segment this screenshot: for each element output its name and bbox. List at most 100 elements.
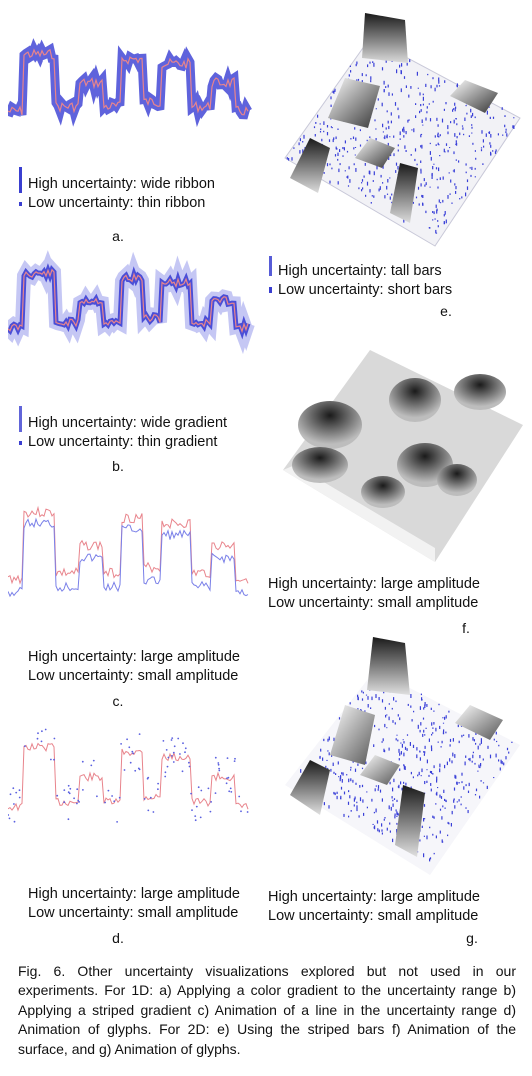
uncertainty-bar xyxy=(472,751,474,754)
uncertainty-bar xyxy=(302,141,304,143)
uncertainty-bar xyxy=(486,785,488,789)
uncertainty-bar xyxy=(369,61,371,64)
striped-bars-surface xyxy=(284,13,521,247)
uncertainty-bar xyxy=(435,835,437,839)
uncertainty-bar xyxy=(392,799,394,802)
uncertainty-bar xyxy=(408,94,410,98)
uncertainty-bar xyxy=(490,151,492,156)
uncertainty-bar xyxy=(395,170,397,173)
uncertainty-bar xyxy=(432,833,434,836)
uncertainty-bar xyxy=(420,104,422,107)
uncertainty-bar xyxy=(403,781,405,784)
uncertainty-bar xyxy=(342,155,344,157)
glyph-dot xyxy=(200,789,203,792)
uncertainty-bar xyxy=(374,788,376,792)
uncertainty-bar xyxy=(437,225,439,228)
uncertainty-bar xyxy=(449,758,451,762)
uncertainty-bar xyxy=(382,123,384,128)
uncertainty-bar xyxy=(470,108,472,113)
uncertainty-bar xyxy=(464,761,466,766)
uncertainty-bar xyxy=(456,801,458,803)
uncertainty-bar xyxy=(458,740,460,744)
uncertainty-bar xyxy=(327,738,329,742)
uncertainty-bar xyxy=(369,170,371,175)
uncertainty-bar xyxy=(414,148,417,152)
uncertainty-bar xyxy=(410,154,412,156)
uncertainty-bar xyxy=(375,128,377,130)
uncertainty-bar xyxy=(436,209,438,214)
uncertainty-bar xyxy=(421,119,423,123)
uncertainty-bar xyxy=(385,714,387,718)
uncertainty-bar xyxy=(341,772,343,775)
uncertainty-bar xyxy=(382,182,384,184)
panel-e-legend: High uncertainty: tall bars Low uncertai… xyxy=(269,256,452,300)
uncertainty-bar xyxy=(372,823,374,825)
uncertainty-bar xyxy=(430,783,432,786)
uncertainty-bar xyxy=(387,120,389,124)
uncertainty-bar xyxy=(378,188,380,192)
glyph-dot xyxy=(18,789,21,792)
uncertainty-bar xyxy=(443,789,445,793)
uncertainty-bar xyxy=(388,747,390,751)
uncertainty-bar xyxy=(404,145,406,149)
uncertainty-bar xyxy=(505,128,507,131)
uncertainty-bar xyxy=(389,136,391,138)
figure-caption: Fig. 6. Other uncertainty visualizations… xyxy=(18,963,516,1057)
glyph-dot xyxy=(143,798,146,800)
uncertainty-bar xyxy=(444,151,446,153)
uncertainty-bar xyxy=(444,764,446,769)
glyph-dot xyxy=(179,753,181,755)
uncertainty-bar xyxy=(482,139,484,143)
uncertainty-bar xyxy=(422,733,424,737)
glyph-dot xyxy=(82,789,84,791)
uncertainty-bar xyxy=(395,162,398,166)
uncertainty-bar xyxy=(511,741,513,743)
uncertainty-bar xyxy=(391,796,393,799)
uncertainty-bar xyxy=(388,716,390,721)
uncertainty-bar xyxy=(356,801,358,804)
legend-low: Low uncertainty: thin gradient xyxy=(28,434,218,450)
uncertainty-bar xyxy=(362,799,364,803)
uncertainty-glyphs xyxy=(8,728,249,823)
uncertainty-bar xyxy=(398,115,400,119)
uncertainty-bar xyxy=(381,832,383,835)
uncertainty-bar xyxy=(332,91,334,93)
uncertainty-bar xyxy=(441,740,443,744)
uncertainty-bar xyxy=(467,790,470,793)
uncertainty-bar xyxy=(436,791,438,796)
uncertainty-bar xyxy=(383,80,385,85)
uncertainty-bar xyxy=(406,62,408,66)
uncertainty-bar xyxy=(364,163,366,166)
uncertainty-bar xyxy=(381,67,384,71)
uncertainty-bar xyxy=(401,743,403,748)
uncertainty-bar xyxy=(403,764,405,767)
uncertainty-bar xyxy=(400,70,402,74)
uncertainty-bar xyxy=(337,128,339,130)
peak xyxy=(367,637,410,695)
uncertainty-bar xyxy=(443,214,445,217)
glyph-dot xyxy=(188,765,191,768)
uncertainty-bar xyxy=(329,163,331,166)
uncertainty-bar xyxy=(438,703,440,706)
uncertainty-bar xyxy=(475,742,477,745)
uncertainty-bar xyxy=(410,86,412,89)
peak xyxy=(355,138,395,168)
uncertainty-bar xyxy=(394,102,397,106)
uncertainty-bar xyxy=(473,739,475,742)
uncertainty-bar xyxy=(379,186,381,190)
uncertainty-bar xyxy=(442,841,444,843)
uncertainty-bar xyxy=(490,134,492,138)
uncertainty-bar xyxy=(419,92,421,96)
glyph-dot xyxy=(132,752,135,755)
uncertainty-bar xyxy=(335,773,337,775)
peak xyxy=(298,401,362,449)
uncertainty-bar xyxy=(452,108,455,110)
uncertainty-bar xyxy=(479,795,481,799)
uncertainty-bar xyxy=(365,74,367,77)
uncertainty-bar xyxy=(328,736,330,741)
uncertainty-bar xyxy=(370,202,372,204)
panel-b-legend: High uncertainty: wide gradient Low unce… xyxy=(19,406,227,452)
uncertainty-bar xyxy=(445,219,447,224)
uncertainty-bar xyxy=(470,115,472,118)
uncertainty-bar xyxy=(398,784,400,789)
